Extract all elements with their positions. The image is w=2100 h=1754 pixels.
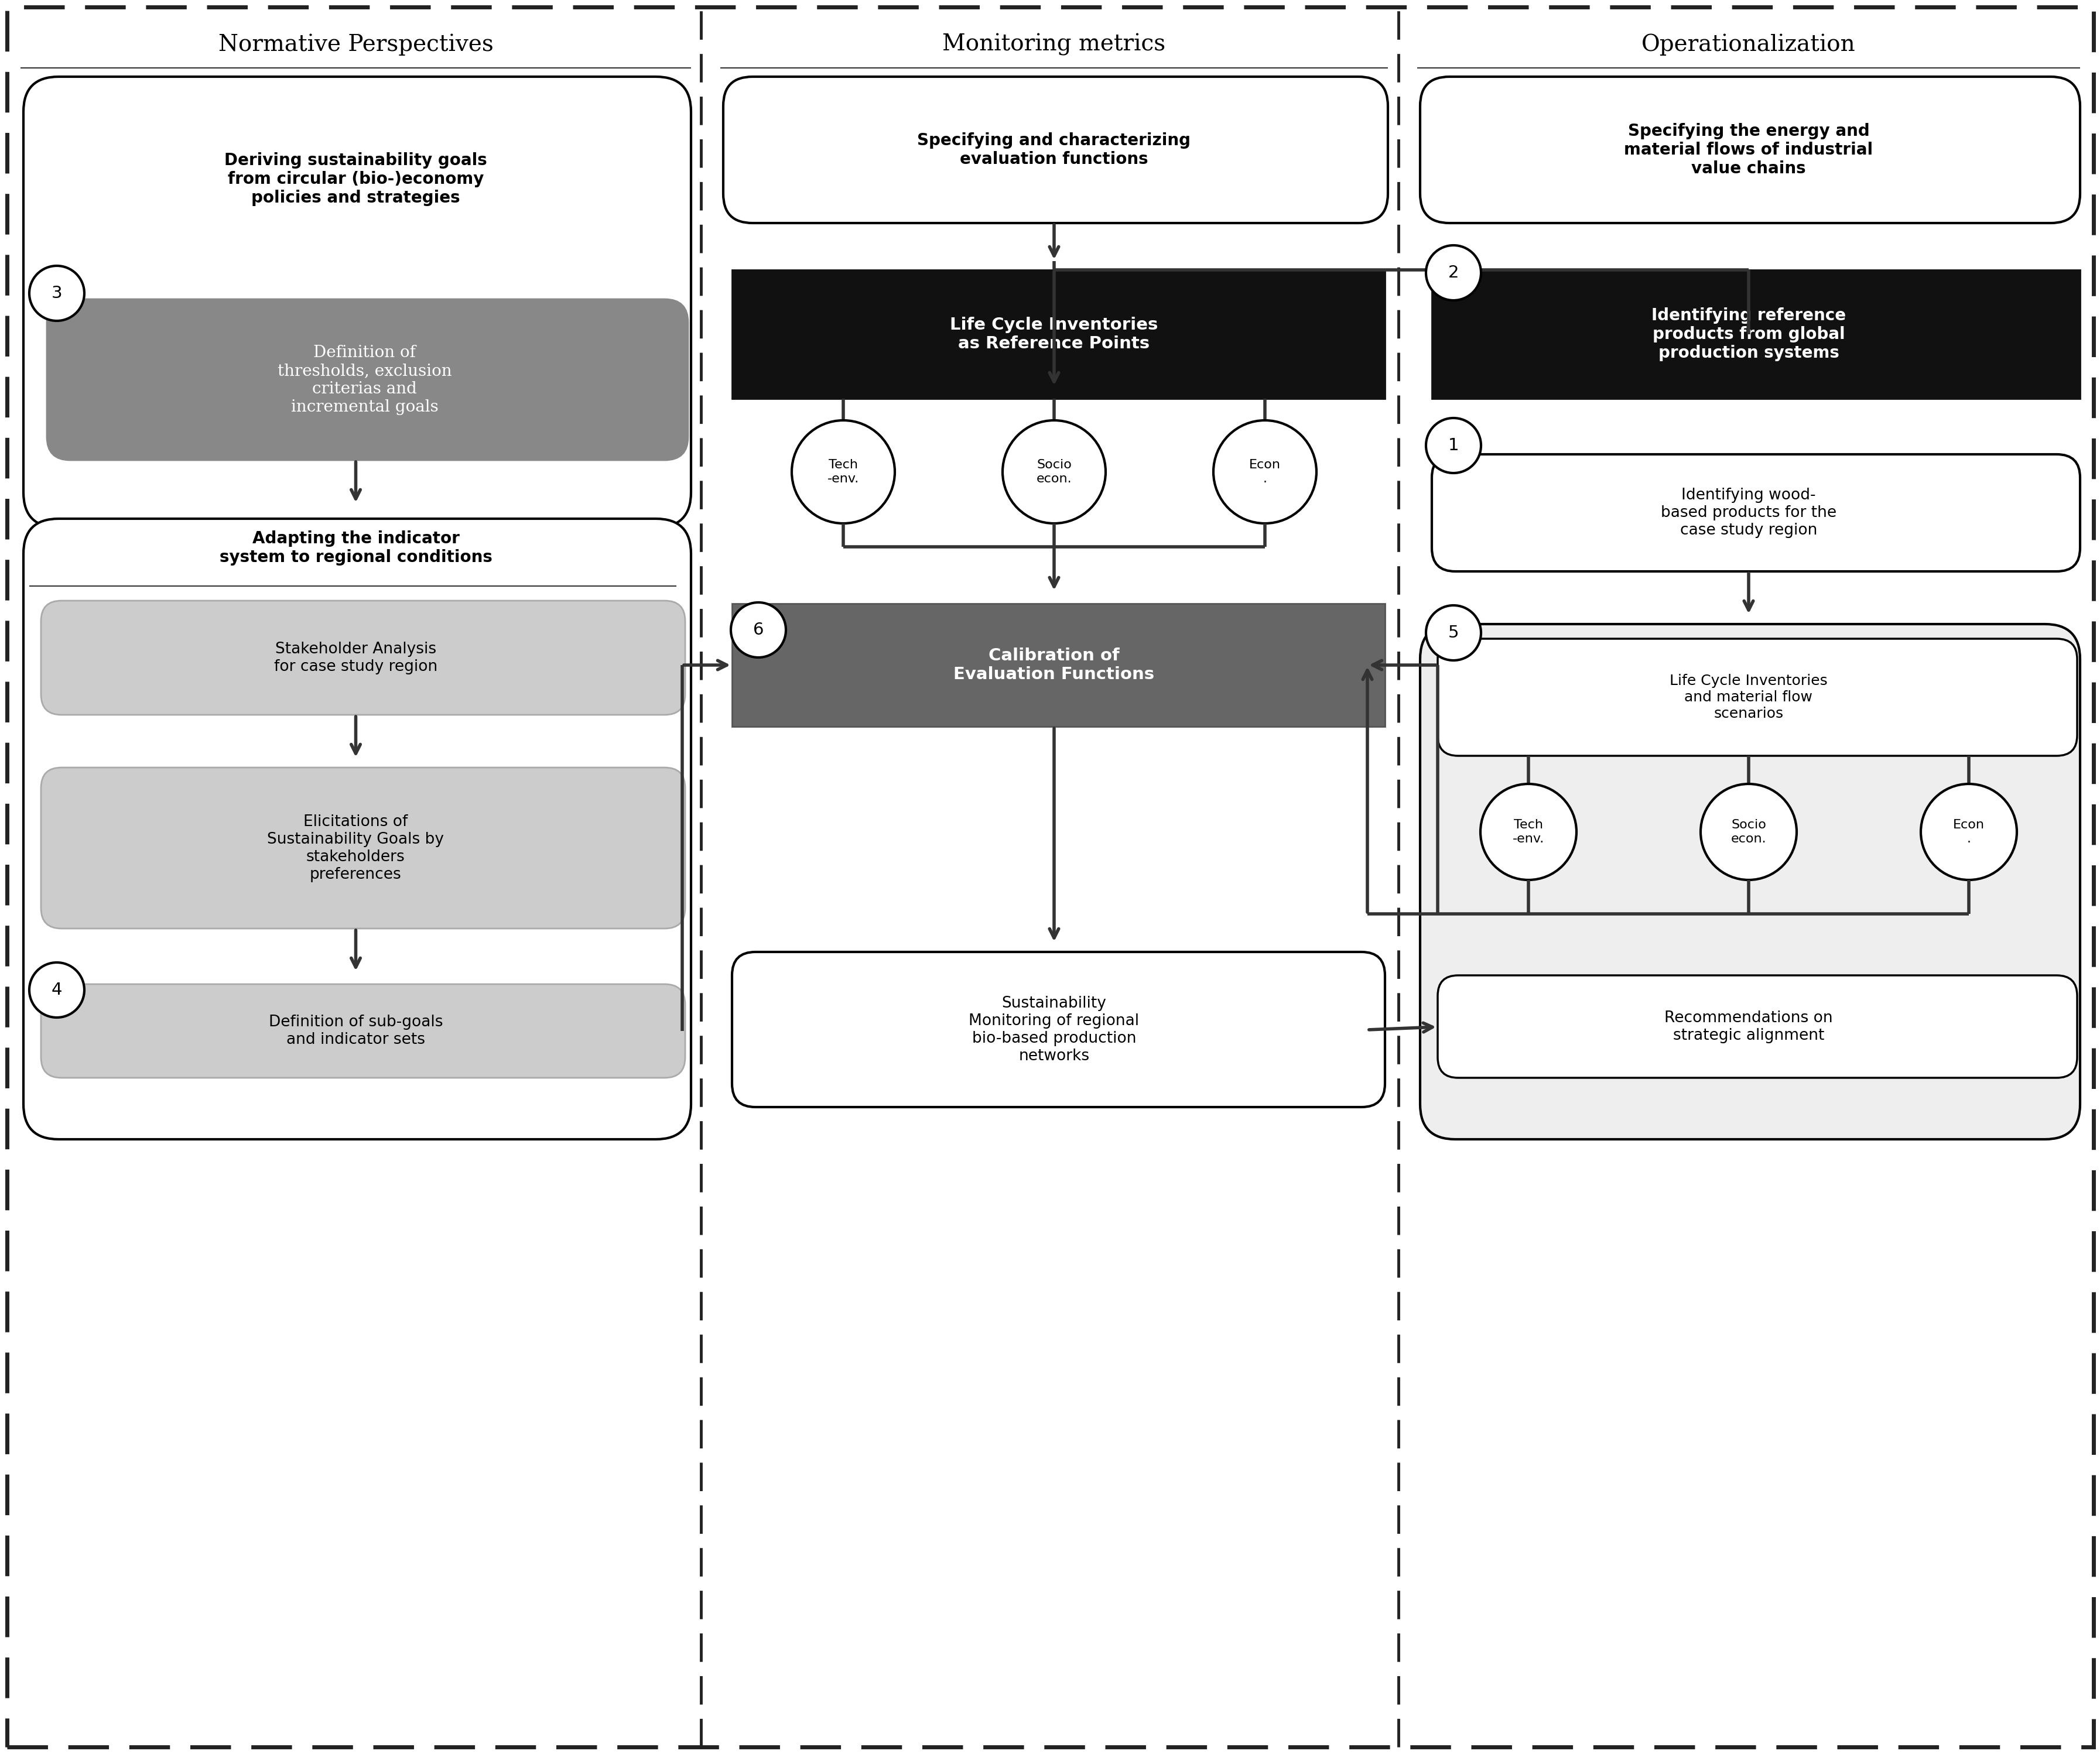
- FancyBboxPatch shape: [722, 77, 1388, 223]
- FancyBboxPatch shape: [731, 952, 1384, 1107]
- Text: Elicitations of
Sustainability Goals by
stakeholders
preferences: Elicitations of Sustainability Goals by …: [267, 814, 443, 882]
- Text: Stakeholder Analysis
for case study region: Stakeholder Analysis for case study regi…: [273, 642, 437, 675]
- Text: Definition of sub-goals
and indicator sets: Definition of sub-goals and indicator se…: [269, 1014, 443, 1047]
- Text: 6: 6: [752, 621, 764, 638]
- Text: Econ
.: Econ .: [1953, 819, 1984, 845]
- Text: Econ
.: Econ .: [1250, 460, 1281, 484]
- Text: Specifying the energy and
material flows of industrial
value chains: Specifying the energy and material flows…: [1623, 123, 1873, 177]
- Circle shape: [29, 267, 84, 321]
- Bar: [731, 270, 1384, 398]
- Text: Tech
-env.: Tech -env.: [1512, 819, 1544, 845]
- FancyBboxPatch shape: [23, 519, 691, 1140]
- Text: Adapting the indicator
system to regional conditions: Adapting the indicator system to regiona…: [218, 530, 491, 565]
- Text: Identifying wood-
based products for the
case study region: Identifying wood- based products for the…: [1661, 488, 1835, 538]
- Circle shape: [792, 421, 895, 523]
- FancyBboxPatch shape: [46, 300, 689, 460]
- Circle shape: [1426, 605, 1480, 661]
- Text: Operationalization: Operationalization: [1640, 33, 1854, 56]
- Circle shape: [1701, 784, 1796, 881]
- Text: Definition of
thresholds, exclusion
criterias and
incremental goals: Definition of thresholds, exclusion crit…: [277, 344, 451, 416]
- FancyBboxPatch shape: [42, 600, 685, 716]
- Text: Tech
-env.: Tech -env.: [827, 460, 859, 484]
- Text: Recommendations on
strategic alignment: Recommendations on strategic alignment: [1663, 1010, 1833, 1044]
- Text: Normative Perspectives: Normative Perspectives: [218, 33, 494, 56]
- Text: Identifying reference
products from global
production systems: Identifying reference products from glob…: [1651, 307, 1846, 361]
- Text: 5: 5: [1447, 624, 1459, 640]
- Text: 3: 3: [50, 286, 63, 302]
- Bar: [1432, 270, 2079, 398]
- Circle shape: [1002, 421, 1105, 523]
- FancyBboxPatch shape: [1436, 975, 2077, 1077]
- FancyBboxPatch shape: [1420, 624, 2079, 1140]
- Circle shape: [1214, 421, 1317, 523]
- Text: Socio
econ.: Socio econ.: [1035, 460, 1071, 484]
- Text: Calibration of
Evaluation Functions: Calibration of Evaluation Functions: [953, 647, 1155, 682]
- Text: Life Cycle Inventories
and material flow
scenarios: Life Cycle Inventories and material flow…: [1670, 674, 1827, 721]
- Text: Sustainability
Monitoring of regional
bio-based production
networks: Sustainability Monitoring of regional bi…: [968, 996, 1138, 1063]
- Text: 2: 2: [1447, 265, 1459, 281]
- Text: 1: 1: [1447, 437, 1459, 454]
- FancyBboxPatch shape: [1432, 454, 2079, 572]
- Circle shape: [731, 602, 785, 658]
- Circle shape: [29, 963, 84, 1017]
- Circle shape: [1480, 784, 1575, 881]
- FancyBboxPatch shape: [42, 768, 685, 928]
- Text: 4: 4: [50, 982, 63, 998]
- Circle shape: [1426, 246, 1480, 300]
- FancyBboxPatch shape: [1436, 638, 2077, 756]
- Circle shape: [1919, 784, 2016, 881]
- Text: Deriving sustainability goals
from circular (bio-)economy
policies and strategie: Deriving sustainability goals from circu…: [225, 153, 487, 207]
- Text: Monitoring metrics: Monitoring metrics: [943, 33, 1166, 56]
- Text: Socio
econ.: Socio econ.: [1730, 819, 1766, 845]
- FancyBboxPatch shape: [1420, 77, 2079, 223]
- Text: Specifying and characterizing
evaluation functions: Specifying and characterizing evaluation…: [918, 132, 1191, 168]
- FancyBboxPatch shape: [23, 77, 691, 528]
- Bar: [731, 603, 1384, 726]
- Text: Life Cycle Inventories
as Reference Points: Life Cycle Inventories as Reference Poin…: [949, 317, 1157, 353]
- FancyBboxPatch shape: [42, 984, 685, 1077]
- Circle shape: [1426, 417, 1480, 474]
